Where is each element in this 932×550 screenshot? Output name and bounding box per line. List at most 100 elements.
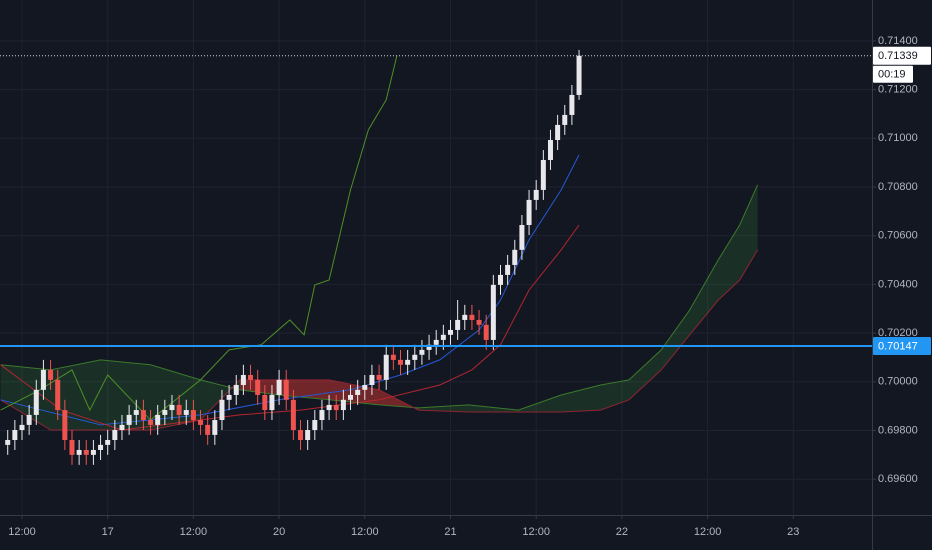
y-tick-label: 0.70800	[878, 181, 918, 193]
candle-body	[262, 394, 268, 411]
x-tick-label: 12:00	[522, 526, 550, 538]
countdown-box	[873, 65, 913, 83]
candle-body	[490, 284, 496, 340]
candle-body	[140, 410, 146, 421]
price-label: 0.70147	[878, 340, 918, 352]
candle-body	[83, 449, 89, 455]
candle-body	[426, 344, 432, 350]
x-tick-label: 22	[616, 526, 628, 538]
candle-body	[455, 319, 461, 330]
cloud-span-b	[0, 249, 759, 431]
y-tick-label: 0.71200	[878, 84, 918, 96]
candle-body	[326, 404, 332, 411]
candle-body	[569, 94, 575, 115]
candle-body	[462, 314, 468, 320]
price-label: 0.71339	[878, 50, 918, 62]
x-tick-label: 20	[273, 526, 285, 538]
cloud-segment	[718, 224, 740, 300]
candle-body	[398, 359, 404, 365]
candle-body	[269, 394, 275, 411]
candle-body	[547, 140, 553, 160]
candle-body	[183, 410, 189, 415]
candle-body	[526, 199, 532, 225]
candle-body	[333, 404, 339, 411]
candle-body	[483, 324, 489, 340]
axes: 0.69600 0.69800 0.70000 0.70200 0.70400 0.706…	[8, 35, 931, 538]
indicator-line	[0, 55, 398, 421]
candle-body	[512, 249, 518, 265]
y-tick-label: 0.70600	[878, 230, 918, 242]
candle-body	[412, 354, 418, 360]
x-tick-label: 12:00	[180, 526, 208, 538]
candle-body	[283, 379, 289, 400]
cloud-segment	[661, 309, 690, 370]
candle-body	[148, 420, 154, 425]
candle-body	[155, 414, 161, 425]
candle-body	[76, 449, 82, 455]
candle-body	[290, 399, 296, 431]
candle-body	[376, 374, 382, 380]
candle-body	[55, 379, 61, 411]
x-tick-label: 12:00	[694, 526, 722, 538]
y-tick-label: 0.69800	[878, 424, 918, 436]
candle-body	[240, 374, 246, 385]
candle-body	[533, 189, 539, 200]
candle-body	[440, 334, 446, 340]
candle-body	[405, 359, 411, 365]
indicator-line	[0, 224, 580, 431]
candle-body	[555, 124, 561, 141]
candle-body	[348, 394, 354, 400]
candle-body	[383, 354, 389, 380]
price-label-box	[873, 46, 931, 65]
candle-body	[62, 410, 68, 441]
candle-body	[319, 410, 325, 421]
candle-body	[497, 274, 503, 285]
candle-body	[12, 430, 18, 441]
y-tick-label: 0.69600	[878, 473, 918, 485]
candle-body	[198, 420, 204, 425]
candle-body	[205, 424, 211, 435]
candle-body	[190, 410, 196, 421]
candle-body	[340, 399, 346, 411]
candle-body	[19, 424, 25, 431]
indicator-line	[0, 154, 580, 426]
cloud-segment	[329, 379, 380, 405]
y-tick-label: 0.70400	[878, 278, 918, 290]
candle-body	[562, 114, 568, 125]
x-tick-label: 12:00	[351, 526, 379, 538]
candle-body	[105, 440, 111, 445]
y-tick-label: 0.71400	[878, 35, 918, 47]
candle-body	[312, 420, 318, 431]
candle-body	[447, 329, 453, 335]
candle-body	[176, 404, 182, 415]
candle-body	[248, 374, 254, 380]
candle-body	[233, 384, 239, 395]
cloud-span-a	[0, 184, 759, 411]
candle-body	[369, 374, 375, 385]
candle-body	[126, 414, 132, 425]
candle-body	[48, 369, 54, 380]
y-tick-label: 0.70200	[878, 327, 918, 339]
x-tick-label: 21	[444, 526, 456, 538]
candle-body	[576, 55, 582, 95]
candle-body	[226, 394, 232, 400]
candle-body	[98, 444, 104, 450]
candle-body	[26, 414, 32, 425]
candle-body	[33, 389, 39, 415]
candle-body	[419, 349, 425, 355]
cloud-segment	[561, 384, 601, 412]
cloud-segment	[689, 259, 719, 335]
cloud-segment	[629, 349, 662, 400]
candle-body	[469, 314, 475, 320]
y-tick-label: 0.71000	[878, 132, 918, 144]
candle-body	[212, 420, 218, 435]
x-tick-label: 17	[102, 526, 114, 538]
candle-body	[355, 389, 361, 395]
candle-body	[162, 410, 168, 415]
cloud-segment	[600, 379, 630, 411]
candle-body	[5, 440, 11, 445]
candle-body	[476, 319, 482, 325]
